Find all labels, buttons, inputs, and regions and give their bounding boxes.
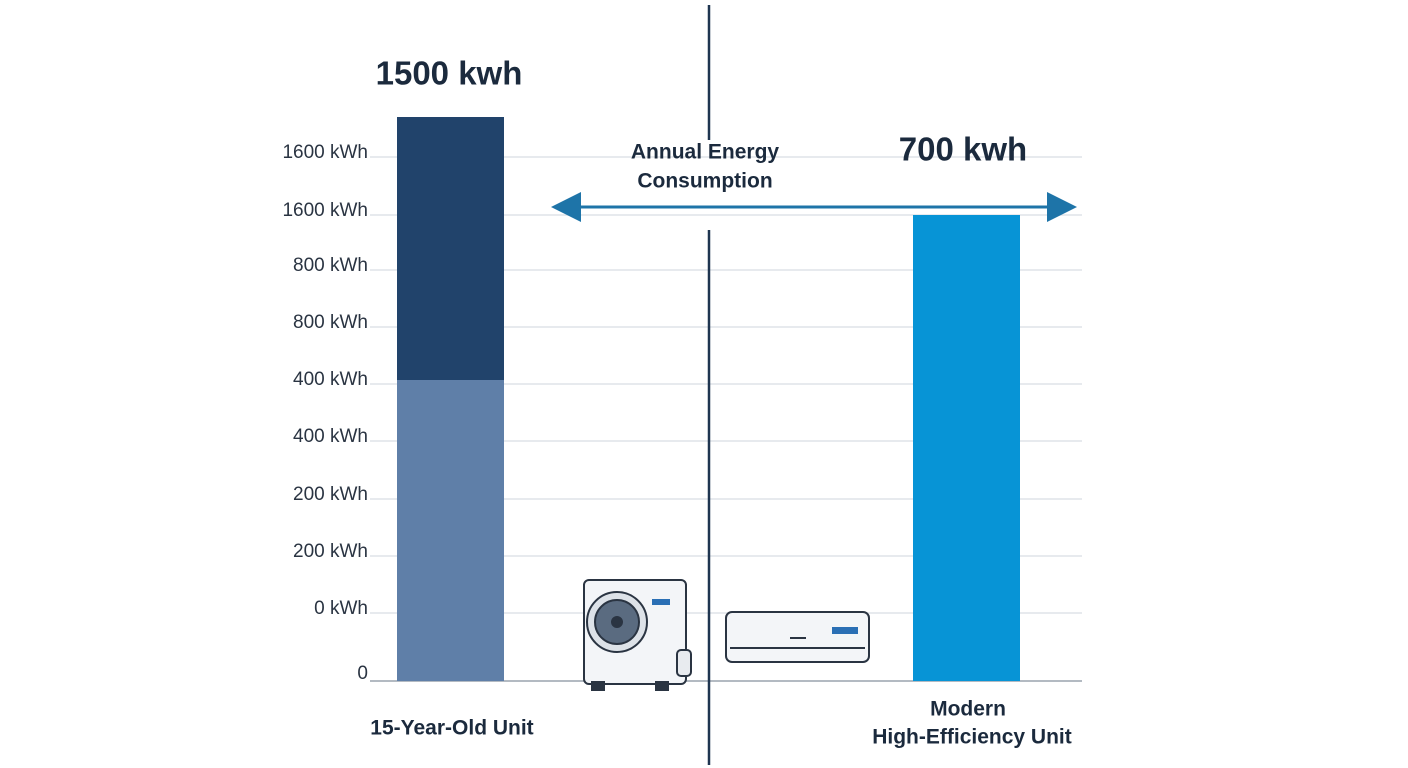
arrow-label: Annual Energy <box>631 141 780 164</box>
y-tick-label: 0 <box>357 663 368 684</box>
y-tick-label: 400 kWh <box>293 369 368 390</box>
new-bar <box>913 215 1020 681</box>
y-tick-label: 400 kWh <box>293 426 368 447</box>
new-value: 700 kwh <box>899 131 1027 168</box>
arrow-label: Consumption <box>637 170 772 193</box>
old-value: 1500 kwh <box>376 55 523 92</box>
y-tick-label: 1600 kWh <box>282 200 368 221</box>
outdoor-unit-icon <box>583 579 692 691</box>
y-tick-label: 800 kWh <box>293 312 368 333</box>
unit-label: 15-Year-Old Unit <box>370 717 533 740</box>
y-tick-label: 200 kWh <box>293 484 368 505</box>
unit-label: High-Efficiency Unit <box>872 726 1072 749</box>
old-bar-top <box>397 117 504 380</box>
y-tick-label: 200 kWh <box>293 541 368 562</box>
unit-label: Modern <box>930 698 1006 721</box>
old-bar-bottom <box>397 380 504 681</box>
y-tick-label: 0 kWh <box>314 598 368 619</box>
y-tick-label: 800 kWh <box>293 255 368 276</box>
indoor-unit-icon <box>725 611 870 663</box>
y-tick-label: 1600 kWh <box>282 142 368 163</box>
